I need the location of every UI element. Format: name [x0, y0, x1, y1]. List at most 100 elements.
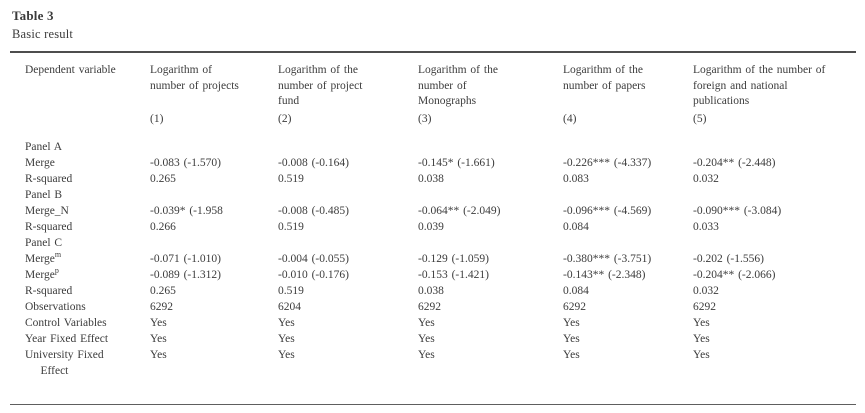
table-cell: Yes [693, 349, 710, 361]
column-header: Logarithm of the number of foreign and n… [693, 64, 826, 107]
merge-m-row: Mergem -0.071 (-1.010) -0.004 (-0.055) -… [25, 251, 859, 267]
table-cell: -0.010 (-0.176) [278, 269, 349, 281]
r-squared-row: R-squared 0.265 0.519 0.038 0.083 0.032 [25, 171, 859, 187]
column-number: (1) [150, 113, 164, 125]
table-cell: 0.084 [563, 285, 589, 297]
table-cell: -0.083 (-1.570) [150, 157, 221, 169]
table-cell: -0.226*** (-4.337) [563, 157, 652, 169]
column-number: (5) [693, 113, 707, 125]
row-label-sup: m [54, 250, 62, 260]
table-cell: 6292 [418, 301, 441, 313]
year-fixed-effect-row: Year Fixed Effect Yes Yes Yes Yes Yes [25, 331, 859, 347]
table-cell: 0.032 [693, 285, 719, 297]
table-cell: -0.008 (-0.164) [278, 157, 349, 169]
column-number: (2) [278, 113, 292, 125]
table-cell: 6292 [563, 301, 586, 313]
table-cell: -0.004 (-0.055) [278, 253, 349, 265]
panel-b-section-row: Panel B [25, 187, 859, 203]
header-row: Dependent variable Logarithm of number o… [25, 63, 859, 111]
corner-header: Dependent variable [25, 64, 116, 76]
table-cell: 0.039 [418, 221, 444, 233]
merge-row: Merge -0.083 (-1.570) -0.008 (-0.164) -0… [25, 155, 859, 171]
table-cell: Yes [418, 317, 435, 329]
bottom-rule [10, 404, 856, 405]
table-cell: 0.265 [150, 173, 176, 185]
row-label: Observations [25, 301, 86, 313]
row-label: Panel A [25, 141, 63, 153]
panel-c-section-row: Panel C [25, 235, 859, 251]
row-label: R-squared [25, 285, 73, 297]
corner-spacer [25, 111, 150, 127]
r-squared-row: R-squared 0.265 0.519 0.038 0.084 0.032 [25, 283, 859, 299]
table-cell: -0.204** (-2.066) [693, 269, 776, 281]
table-cell: -0.153 (-1.421) [418, 269, 489, 281]
row-label-sup: p [54, 266, 59, 276]
table-cell: 0.033 [693, 221, 719, 233]
table-cell: 0.083 [563, 173, 589, 185]
table-cell: 0.519 [278, 173, 304, 185]
table-cell: Yes [278, 349, 295, 361]
table-cell: Yes [150, 349, 167, 361]
top-rule [10, 51, 856, 53]
column-number: (3) [418, 113, 432, 125]
table-cell: Yes [418, 349, 435, 361]
row-label: R-squared [25, 221, 73, 233]
row-label: Control Variables [25, 317, 107, 329]
table-cell: -0.039* (-1.958 [150, 205, 223, 217]
table-caption: Table 3 Basic result [12, 7, 73, 43]
table-cell: 0.519 [278, 285, 304, 297]
merge-p-row: Mergep -0.089 (-1.312) -0.010 (-0.176) -… [25, 267, 859, 283]
row-label: University Fixed Effect [25, 349, 104, 377]
row-label: Year Fixed Effect [25, 333, 109, 345]
table-body: Panel A Merge -0.083 (-1.570) -0.008 (-0… [25, 139, 859, 379]
row-label: Merge_N [25, 205, 69, 217]
table-cell: Yes [278, 317, 295, 329]
table-cell: Yes [563, 333, 580, 345]
table-cell: Yes [150, 317, 167, 329]
column-header: Logarithm of the number of Monographs [418, 64, 498, 107]
table-cell: -0.380*** (-3.751) [563, 253, 652, 265]
table-cell: -0.096*** (-4.569) [563, 205, 652, 217]
panel-a-section-row: Panel A [25, 139, 859, 155]
table-cell: 0.519 [278, 221, 304, 233]
column-header: Logarithm of the number of project fund [278, 64, 363, 107]
control-variables-row: Control Variables Yes Yes Yes Yes Yes [25, 315, 859, 331]
table-cell: -0.071 (-1.010) [150, 253, 221, 265]
table-cell: -0.145* (-1.661) [418, 157, 495, 169]
table-cell: 0.038 [418, 173, 444, 185]
row-label: Merge [25, 157, 55, 169]
table-cell: 0.266 [150, 221, 176, 233]
table-cell: 0.038 [418, 285, 444, 297]
table-cell: -0.129 (-1.059) [418, 253, 489, 265]
university-fixed-effect-row: University Fixed Effect Yes Yes Yes Yes … [25, 347, 859, 379]
table-cell: -0.090*** (-3.084) [693, 205, 782, 217]
row-label: Mergep [25, 266, 59, 281]
table-cell: -0.064** (-2.049) [418, 205, 501, 217]
table-cell: Yes [278, 333, 295, 345]
table-cell: -0.202 (-1.556) [693, 253, 764, 265]
table-cell: 0.084 [563, 221, 589, 233]
column-header: Logarithm of the number of papers [563, 64, 646, 92]
row-label: R-squared [25, 173, 73, 185]
table-cell: Yes [693, 317, 710, 329]
table-cell: Yes [150, 333, 167, 345]
table-cell: Yes [563, 349, 580, 361]
r-squared-row: R-squared 0.266 0.519 0.039 0.084 0.033 [25, 219, 859, 235]
table-cell: 0.032 [693, 173, 719, 185]
merge-n-row: Merge_N -0.039* (-1.958 -0.008 (-0.485) … [25, 203, 859, 219]
column-number: (4) [563, 113, 577, 125]
table-cell: 6204 [278, 301, 301, 313]
table-cell: Yes [693, 333, 710, 345]
table-cell: -0.008 (-0.485) [278, 205, 349, 217]
table-cell: Yes [563, 317, 580, 329]
table-cell: -0.089 (-1.312) [150, 269, 221, 281]
column-number-row: (1) (2) (3) (4) (5) [25, 111, 859, 127]
row-label: Panel B [25, 189, 63, 201]
observations-row: Observations 6292 6204 6292 6292 6292 [25, 299, 859, 315]
table-cell: -0.143** (-2.348) [563, 269, 646, 281]
table-cell: 0.265 [150, 285, 176, 297]
results-table: Dependent variable Logarithm of number o… [25, 63, 859, 379]
row-label: Mergem [25, 250, 62, 265]
table-title: Table 3 [12, 8, 54, 23]
